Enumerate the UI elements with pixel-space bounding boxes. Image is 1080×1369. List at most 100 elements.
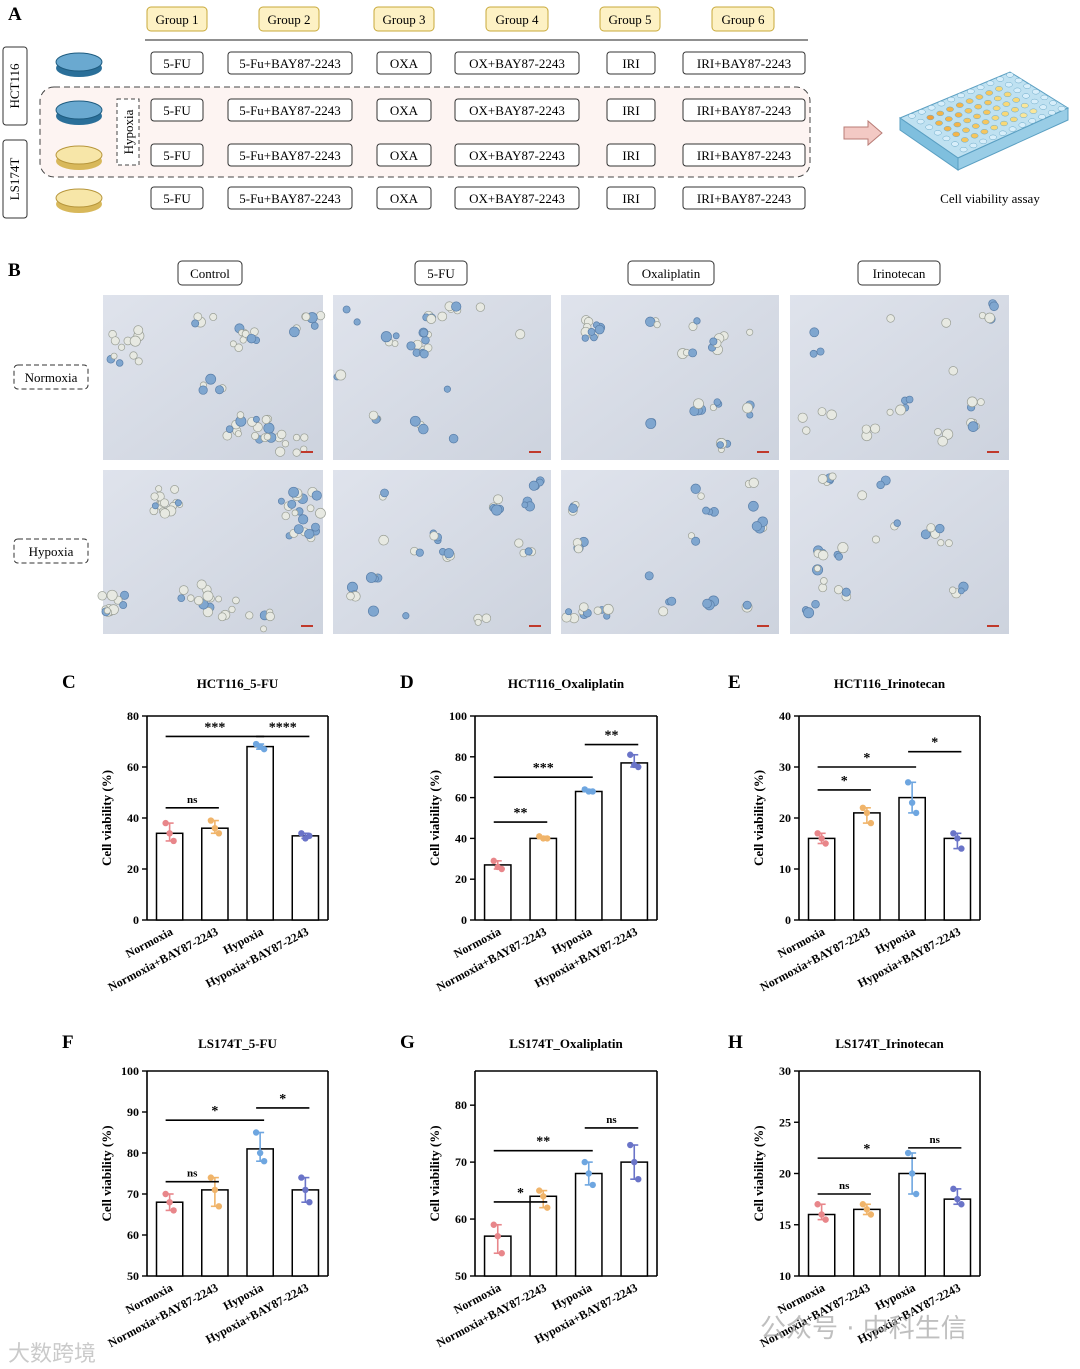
data-point — [540, 1193, 547, 1200]
well — [973, 113, 981, 120]
data-point — [867, 819, 875, 827]
y-tick-label: 30 — [779, 1064, 791, 1078]
data-point — [814, 1201, 821, 1208]
data-point — [298, 1174, 305, 1181]
y-tick-label: 20 — [455, 872, 467, 886]
treatment-label: OX+BAY87-2243 — [469, 56, 565, 71]
treatment-label: 5-Fu+BAY87-2243 — [239, 56, 340, 71]
significance-label: * — [863, 1142, 870, 1157]
well — [1057, 105, 1066, 112]
chart-title: LS174T_Oxaliplatin — [509, 1036, 623, 1051]
treatment-box — [150, 98, 204, 122]
y-tick-label: 20 — [779, 811, 791, 825]
bar — [943, 837, 972, 921]
well — [1001, 111, 1010, 117]
well — [946, 106, 954, 112]
y-tick-label: 25 — [779, 1115, 791, 1129]
treatment-label: 5-FU — [163, 191, 191, 206]
data-point — [162, 819, 169, 827]
micrograph-image — [103, 295, 326, 460]
data-point — [908, 799, 916, 806]
bar — [155, 1201, 184, 1277]
column-label-box — [177, 260, 243, 286]
well — [1014, 77, 1023, 84]
bar — [574, 790, 603, 921]
treatment-label: IRI — [622, 56, 639, 71]
row-label-box — [13, 364, 89, 390]
micrograph-image — [561, 295, 779, 460]
well — [966, 88, 975, 95]
data-point — [207, 817, 215, 824]
group-header: Group 3 — [383, 12, 426, 27]
arrow-icon — [843, 119, 883, 147]
data-point — [215, 1203, 223, 1210]
data-point — [544, 835, 551, 842]
well — [943, 126, 952, 132]
data-point — [490, 1221, 497, 1228]
group-header: Group 4 — [496, 12, 539, 27]
data-point — [631, 1158, 638, 1166]
group-header: Group 5 — [609, 12, 652, 27]
treatment-box — [454, 186, 580, 210]
significance-label: ns — [187, 794, 198, 806]
well — [1029, 108, 1038, 114]
treatment-label: 5-FU — [163, 103, 191, 118]
treatment-box — [376, 51, 432, 75]
well — [976, 84, 985, 90]
well — [969, 142, 978, 149]
y-tick-label: 30 — [779, 760, 791, 774]
data-point — [818, 1211, 825, 1218]
treatment-box — [227, 186, 353, 210]
bar — [620, 762, 649, 921]
treatment-box — [606, 143, 656, 167]
treatment-box — [150, 186, 204, 210]
y-axis-label: Cell viability (%) — [99, 770, 114, 866]
well — [1002, 101, 1011, 107]
well — [917, 109, 926, 115]
well — [975, 94, 984, 100]
well — [962, 127, 970, 133]
treatment-box — [682, 51, 806, 75]
y-axis-label: Cell viability (%) — [427, 770, 442, 866]
y-axis-label: Cell viability (%) — [751, 1125, 766, 1221]
y-tick-label: 20 — [779, 1167, 791, 1181]
well — [981, 119, 990, 125]
significance-label: *** — [533, 761, 554, 776]
data-point — [211, 1186, 219, 1194]
treatment-label: OXA — [390, 148, 419, 163]
data-point — [627, 1141, 634, 1149]
treatment-box — [606, 51, 656, 75]
treatment-label: OX+BAY87-2243 — [469, 103, 565, 118]
column-label: Irinotecan — [873, 266, 926, 281]
micrograph-image — [97, 470, 326, 634]
y-tick-label: 70 — [455, 1155, 467, 1169]
well — [970, 133, 979, 139]
significance-label: **** — [269, 720, 297, 735]
bar — [246, 1148, 274, 1277]
treatment-label: IRI — [622, 191, 639, 206]
well — [936, 110, 945, 117]
data-point — [498, 865, 505, 873]
treatment-box — [376, 186, 432, 210]
y-tick-label: 50 — [455, 1269, 467, 1283]
well — [916, 118, 925, 125]
bar — [853, 812, 881, 921]
well — [992, 105, 1001, 111]
row-label: Hypoxia — [29, 544, 74, 559]
well — [982, 109, 991, 115]
y-axis-label: Cell viability (%) — [427, 1125, 442, 1221]
significance-label: * — [279, 1092, 286, 1107]
data-point — [635, 1175, 642, 1183]
panel-b: B Control 5-FU Oxaliplatin Irinotecan Normox… — [8, 260, 1009, 634]
treatment-box — [606, 186, 656, 210]
well — [1022, 93, 1030, 99]
well — [1011, 107, 1019, 113]
data-point — [498, 1250, 505, 1257]
well — [979, 138, 988, 145]
bar — [246, 745, 274, 921]
well — [980, 129, 989, 135]
data-point — [950, 830, 957, 837]
data-point — [170, 837, 177, 845]
y-tick-label: 80 — [455, 1098, 467, 1112]
